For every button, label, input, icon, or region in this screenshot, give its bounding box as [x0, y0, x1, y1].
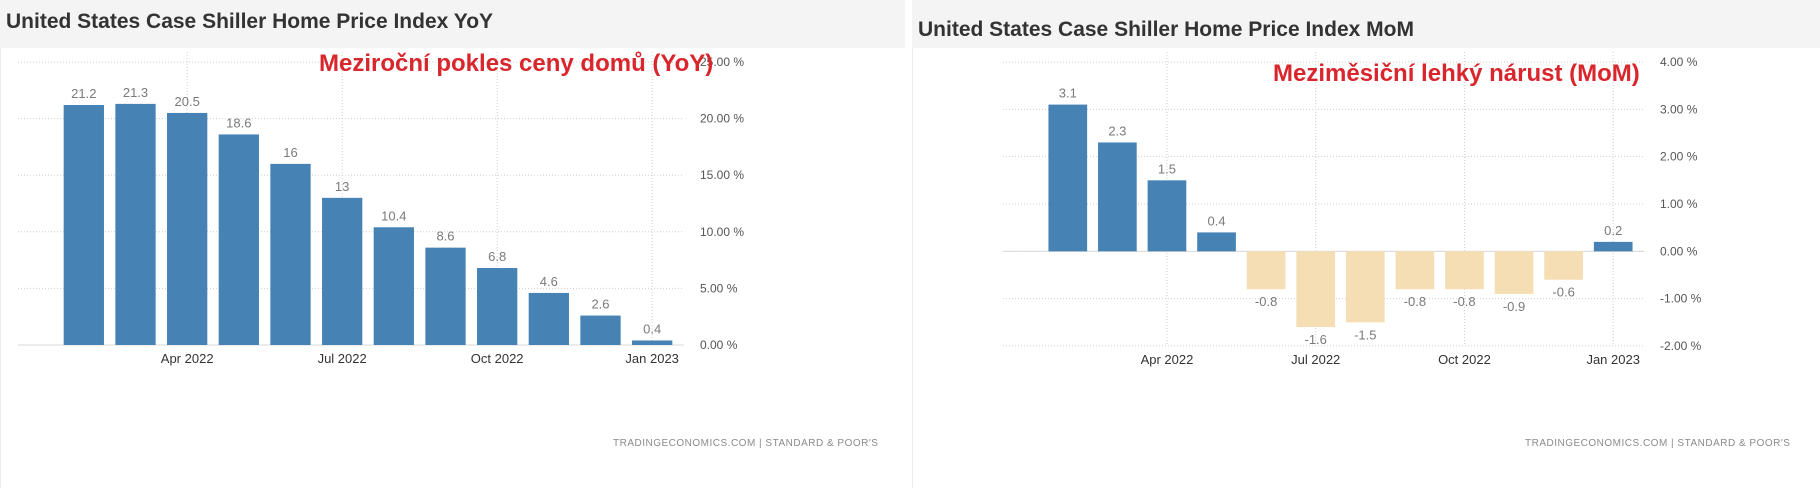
- bar: [1296, 251, 1336, 328]
- y-tick-label: 1.00 %: [1660, 197, 1698, 211]
- source-credit: TRADINGECONOMICS.COM | STANDARD & POOR'S: [613, 438, 879, 449]
- data-label: 0.4: [643, 321, 661, 336]
- bar: [1395, 251, 1435, 290]
- bar: [1593, 241, 1633, 252]
- data-label: 16: [283, 145, 297, 160]
- bar: [63, 105, 104, 346]
- data-label: 0.2: [1604, 223, 1622, 238]
- x-tick-label: Jan 2023: [625, 351, 679, 366]
- y-tick-label: 10.00 %: [700, 225, 744, 239]
- data-label: 6.8: [488, 249, 506, 264]
- data-label: 2.6: [591, 297, 609, 312]
- chart-card: 0.00 % 5.00 % 10.00 % 15.00 % 20.00 % 25.00 %…: [0, 48, 905, 488]
- data-label: 1.5: [1158, 161, 1176, 176]
- data-label: -1.6: [1305, 332, 1327, 347]
- y-tick-label: 2.00 %: [1660, 150, 1698, 164]
- data-label: -0.8: [1453, 294, 1475, 309]
- bar: [1445, 251, 1484, 290]
- bar: [1345, 251, 1385, 323]
- y-tick-label: 0.00 %: [700, 338, 738, 352]
- bar: [270, 163, 311, 345]
- data-label: 0.4: [1208, 213, 1226, 228]
- y-tick-label: 25.00 %: [700, 55, 744, 69]
- y-tick-label: -1.00 %: [1660, 292, 1702, 306]
- chart-card: -2.00 % -1.00 % 0.00 % 1.00 % 2.00 % 3.00 % 4.…: [912, 48, 1820, 488]
- bar: [1048, 104, 1088, 252]
- bar: [115, 103, 156, 345]
- data-label: -0.8: [1255, 294, 1277, 309]
- bar: [322, 197, 363, 345]
- data-label: -1.5: [1354, 327, 1376, 342]
- data-label: 4.6: [540, 274, 558, 289]
- bar-chart-mom: -2.00 % -1.00 % 0.00 % 1.00 % 2.00 % 3.00 % 4.…: [1003, 52, 1702, 367]
- bar: [1197, 232, 1236, 252]
- bar: [1246, 251, 1286, 290]
- y-tick-label: -2.00 %: [1660, 339, 1702, 353]
- data-label: 20.5: [175, 94, 200, 109]
- x-tick-label: Jul 2022: [318, 351, 367, 366]
- title-bar: United States Case Shiller Home Price In…: [0, 0, 905, 48]
- chart-title: United States Case Shiller Home Price In…: [6, 10, 494, 33]
- y-tick-label: 4.00 %: [1660, 55, 1698, 69]
- y-tick-label: 20.00 %: [700, 112, 744, 126]
- x-tick-label: Oct 2022: [471, 351, 524, 366]
- source-credit: TRADINGECONOMICS.COM | STANDARD & POOR'S: [1525, 438, 1791, 449]
- bar-chart-yoy: 0.00 % 5.00 % 10.00 % 15.00 % 20.00 % 25.00 %…: [18, 52, 744, 366]
- data-label: 8.6: [436, 229, 454, 244]
- bar: [218, 134, 259, 345]
- x-tick-label: Jul 2022: [1291, 352, 1340, 367]
- data-label: -0.6: [1552, 285, 1574, 300]
- data-label: 21.3: [123, 85, 148, 100]
- bar: [528, 292, 569, 345]
- chart-annotation: Meziroční pokles ceny domů (YoY): [319, 50, 714, 77]
- y-tick-label: 15.00 %: [700, 168, 744, 182]
- x-tick-label: Oct 2022: [1438, 352, 1491, 367]
- chart-panel-yoy: United States Case Shiller Home Price In…: [0, 0, 905, 488]
- x-tick-label: Apr 2022: [1141, 352, 1194, 367]
- data-label: -0.8: [1404, 294, 1426, 309]
- chart-panel-mom: United States Case Shiller Home Price In…: [912, 0, 1820, 488]
- bar: [632, 340, 673, 345]
- chart-annotation: Meziměsiční lehký nárust (MoM): [1273, 60, 1640, 87]
- bar: [373, 227, 414, 345]
- y-tick-label: 5.00 %: [700, 281, 738, 295]
- bar: [580, 315, 621, 345]
- data-label: 13: [335, 179, 349, 194]
- data-label: -0.9: [1503, 299, 1525, 314]
- data-label: 2.3: [1108, 123, 1126, 138]
- bar: [477, 268, 518, 345]
- bar: [167, 112, 208, 345]
- bar: [1544, 251, 1583, 280]
- bar: [425, 247, 466, 345]
- bar: [1147, 180, 1187, 252]
- data-label: 18.6: [226, 115, 251, 130]
- bar: [1098, 142, 1137, 252]
- bar: [1494, 251, 1534, 294]
- x-tick-label: Jan 2023: [1586, 352, 1640, 367]
- x-tick-label: Apr 2022: [161, 351, 214, 366]
- data-label: 21.2: [71, 86, 96, 101]
- data-label: 10.4: [381, 208, 406, 223]
- title-bar: United States Case Shiller Home Price In…: [912, 0, 1820, 48]
- data-label: 3.1: [1059, 86, 1077, 101]
- chart-title: United States Case Shiller Home Price In…: [918, 18, 1414, 41]
- y-tick-label: 0.00 %: [1660, 244, 1698, 258]
- y-tick-label: 3.00 %: [1660, 102, 1698, 116]
